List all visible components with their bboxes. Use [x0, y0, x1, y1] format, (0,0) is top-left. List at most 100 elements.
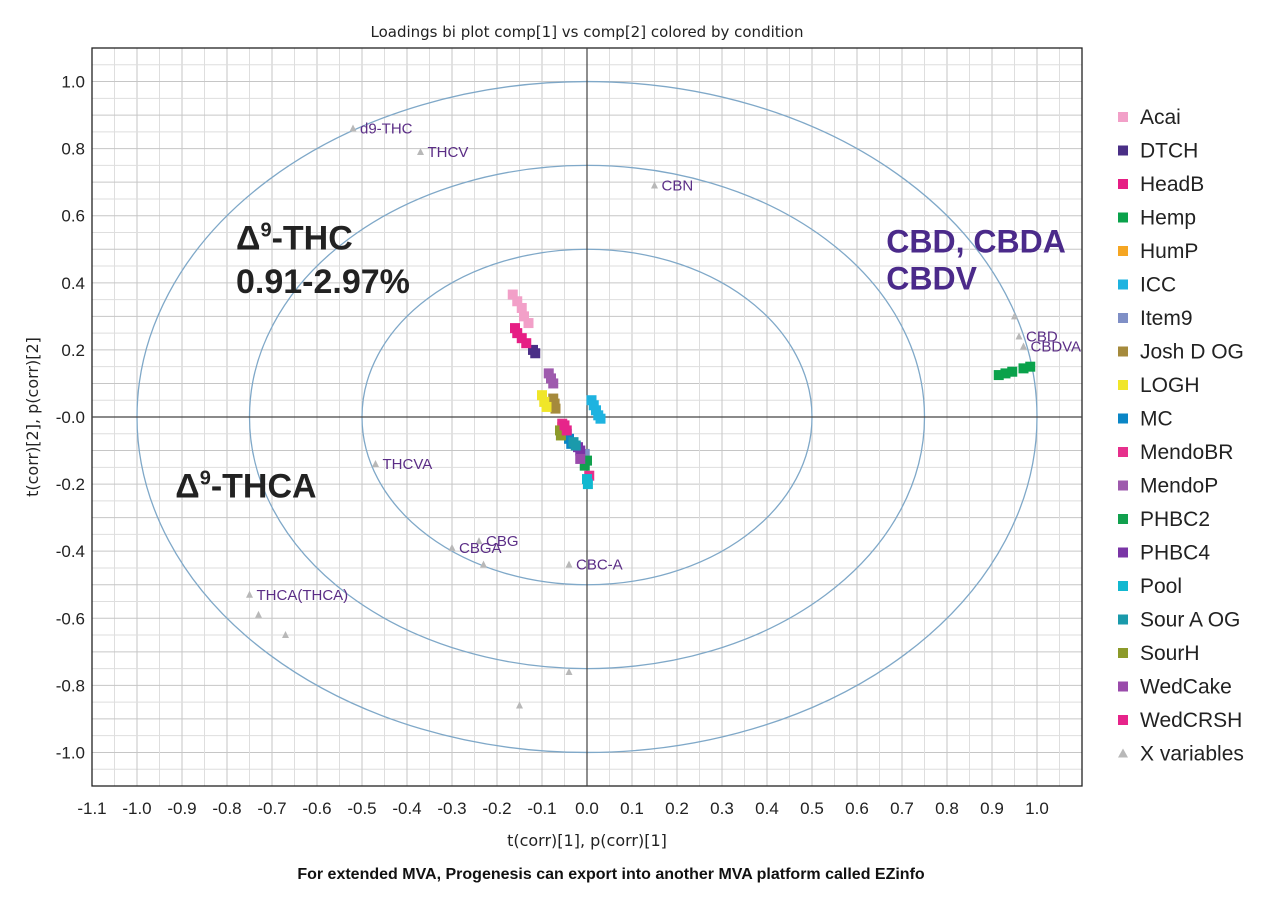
- legend-swatch: [1118, 514, 1128, 524]
- annotation: CBD, CBDA: [886, 224, 1066, 260]
- point-icc: [591, 405, 601, 416]
- annotation: 0.91-2.97%: [236, 263, 410, 301]
- x-tick-label: -0.4: [392, 799, 421, 818]
- x-variable-marker: [349, 124, 357, 132]
- x-variable-marker: [417, 147, 424, 155]
- point-hemp: [993, 370, 1004, 381]
- x-tick-label: 0.3: [710, 799, 734, 818]
- point-pool: [582, 474, 592, 485]
- x-tick-label: 0.2: [665, 799, 689, 818]
- point-mendop: [543, 368, 554, 379]
- point-sour-a-og: [570, 440, 581, 451]
- legend-label: MC: [1140, 408, 1173, 431]
- x-variable-label: CBN: [662, 178, 694, 195]
- x-variable-label: THCA(THCA): [257, 587, 349, 604]
- legend-swatch: [1118, 614, 1128, 625]
- point-dtch: [530, 348, 541, 359]
- x-tick-label: 0.8: [935, 799, 959, 818]
- point-hemp: [1007, 366, 1018, 377]
- y-tick-label: 0.4: [61, 274, 85, 293]
- x-variable-marker: [282, 631, 289, 639]
- legend-label: LOGH: [1140, 374, 1200, 397]
- point-phbc2: [579, 460, 590, 471]
- point-icc: [595, 413, 606, 424]
- point-mendop: [546, 373, 556, 384]
- x-tick-label: 0.6: [845, 799, 869, 818]
- y-tick-labels: 1.0 0.8 0.6 0.4 0.2 -0.0 -0.2 -0.4 -0.6 -0.8 -1.0: [56, 73, 85, 763]
- point-icc: [586, 395, 597, 406]
- x-variable-marker: [1011, 312, 1018, 320]
- chart-title: Loadings bi plot comp[1] vs comp[2] colo…: [371, 23, 804, 41]
- point-hemp: [1000, 368, 1011, 379]
- y-tick-label: -0.4: [56, 542, 85, 561]
- legend-swatch: [1118, 179, 1128, 189]
- x-tick-label: 0.5: [800, 799, 824, 818]
- x-variable-marker: [480, 560, 487, 568]
- y-tick-label: -0.2: [56, 475, 85, 494]
- y-tick-label: -0.6: [56, 609, 85, 628]
- legend-label: Pool: [1140, 575, 1182, 598]
- y-tick-label: 0.8: [61, 140, 85, 159]
- legend-label: MendoBR: [1140, 441, 1233, 464]
- x-variable-label: CBC-A: [576, 557, 623, 574]
- x-axis-label: t(corr)[1], p(corr)[1]: [507, 831, 667, 850]
- legend-swatch: [1118, 715, 1128, 725]
- x-variable-label: THCVA: [383, 456, 433, 473]
- x-variable-marker: [448, 543, 456, 551]
- y-tick-label: 1.0: [61, 73, 85, 92]
- legend-swatch: [1118, 480, 1128, 491]
- point-phbc4: [575, 445, 586, 456]
- point-logh: [541, 401, 552, 412]
- legend-label: PHBC2: [1140, 508, 1210, 531]
- point-acai: [523, 318, 534, 329]
- x-variable-marker: [475, 537, 483, 545]
- x-variable-marker: [372, 459, 379, 467]
- point-wedcrsh: [559, 420, 570, 431]
- legend-swatch: [1118, 246, 1128, 256]
- legend-swatch: [1118, 681, 1128, 692]
- legend-swatch: [1118, 413, 1128, 424]
- x-tick-label: -0.1: [527, 799, 556, 818]
- x-variable-marker: [565, 667, 573, 675]
- x-tick-label: 0.7: [890, 799, 914, 818]
- x-variable-marker: [516, 701, 523, 709]
- x-tick-label: -0.7: [257, 799, 286, 818]
- x-tick-label: -1.1: [77, 799, 106, 818]
- point-phbc2: [582, 455, 592, 466]
- x-tick-label: -0.8: [212, 799, 241, 818]
- x-variable-label: d9-THC: [360, 121, 413, 138]
- observation-points: [507, 289, 1036, 490]
- x-tick-label: 0.4: [755, 799, 779, 818]
- legend: Acai DTCH HeadB Hemp HumP ICC Item9 Josh D OG LO…: [1118, 106, 1244, 766]
- legend-label: HumP: [1140, 240, 1198, 263]
- legend-swatch: [1118, 648, 1128, 658]
- zero-axes: [92, 48, 1082, 786]
- legend-label: DTCH: [1140, 140, 1198, 163]
- legend-swatch: [1118, 547, 1128, 558]
- legend-swatch: [1118, 112, 1128, 122]
- point-icc: [588, 400, 599, 411]
- y-tick-label: 0.6: [61, 207, 85, 226]
- point-headb: [521, 338, 532, 349]
- legend-label: Acai: [1140, 106, 1181, 129]
- point-sourh: [555, 425, 565, 436]
- x-tick-label: -1.0: [122, 799, 151, 818]
- caption: For extended MVA, Progenesis can export …: [297, 866, 925, 883]
- x-tick-label: 0.0: [575, 799, 599, 818]
- point-acai: [507, 289, 518, 300]
- x-tick-label: 1.0: [1025, 799, 1049, 818]
- x-variable-label: CBG: [486, 533, 519, 550]
- legend-swatch: [1118, 346, 1128, 357]
- x-variable-marker: [1015, 332, 1023, 340]
- point-wedcrsh: [561, 425, 572, 436]
- point-mendop: [548, 378, 559, 389]
- legend-swatch: [1118, 313, 1128, 323]
- point-hemp: [1025, 361, 1036, 372]
- legend-swatch: [1118, 748, 1128, 758]
- x-tick-label: 0.1: [620, 799, 644, 818]
- y-tick-label: -0.8: [56, 676, 85, 695]
- x-variable-label: THCV: [428, 144, 469, 161]
- legend-label: PHBC4: [1140, 542, 1210, 565]
- point-logh: [537, 390, 547, 401]
- x-tick-label: -0.2: [482, 799, 511, 818]
